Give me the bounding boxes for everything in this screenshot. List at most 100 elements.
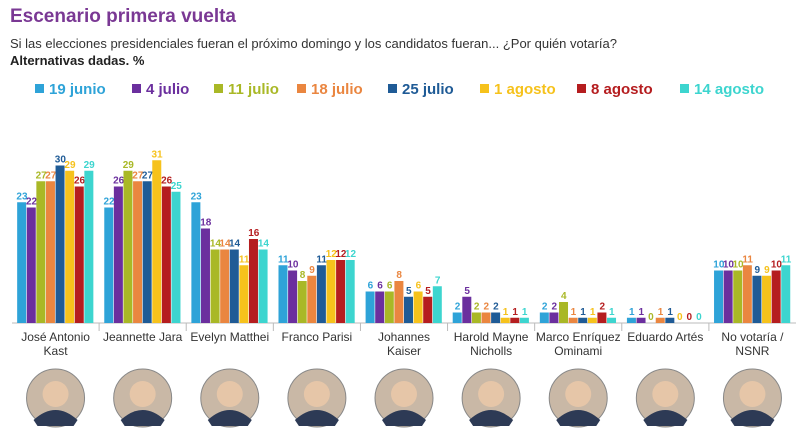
value-label: 2 <box>551 302 557 313</box>
value-label: 11 <box>239 254 250 265</box>
value-label: 8 <box>300 270 306 281</box>
bar <box>375 291 385 323</box>
value-label: 10 <box>771 260 783 271</box>
value-label: 29 <box>64 160 76 171</box>
legend-swatch <box>132 84 141 93</box>
bar <box>191 202 201 323</box>
bar <box>723 270 733 323</box>
value-label: 29 <box>84 160 96 171</box>
value-label: 22 <box>104 197 116 208</box>
bar <box>471 312 481 323</box>
x-tick-label: Evelyn Matthei <box>190 330 270 344</box>
legend-swatch <box>214 84 223 93</box>
bar <box>258 249 268 323</box>
value-label: 14 <box>210 239 222 250</box>
bar <box>762 275 772 323</box>
value-label: 26 <box>161 176 173 187</box>
photo-face <box>565 381 592 407</box>
value-label: 12 <box>335 249 347 260</box>
bar <box>607 317 617 323</box>
bar <box>55 165 65 323</box>
photo-body <box>469 410 514 426</box>
photo-face <box>652 381 679 407</box>
value-label: 1 <box>512 307 518 318</box>
photo-face <box>42 381 69 407</box>
bar <box>17 202 27 323</box>
value-label: 7 <box>435 275 441 286</box>
bar <box>655 317 665 323</box>
bar <box>307 275 317 323</box>
bar <box>288 270 298 323</box>
value-label: 12 <box>345 249 357 260</box>
bar <box>636 317 646 323</box>
photo-face <box>739 381 766 407</box>
value-label: 1 <box>609 307 615 318</box>
bar <box>714 270 724 323</box>
bar <box>336 260 346 323</box>
value-label: 1 <box>639 307 645 318</box>
value-label: 14 <box>258 239 270 250</box>
value-label: 1 <box>629 307 635 318</box>
x-tick-label: No votaría / NSNR <box>721 330 784 358</box>
bar <box>123 170 133 323</box>
value-label: 1 <box>590 307 596 318</box>
bar <box>113 186 123 323</box>
value-label: 1 <box>667 307 673 318</box>
legend-swatch <box>35 84 44 93</box>
legend-label: 4 julio <box>146 81 189 98</box>
value-label: 25 <box>171 181 183 192</box>
bar <box>229 249 239 323</box>
legend-swatch <box>680 84 689 93</box>
bar <box>26 207 36 323</box>
value-label: 11 <box>781 254 792 265</box>
photo-face <box>216 381 243 407</box>
x-tick-label: Harold Mayne Nicholls <box>453 330 529 358</box>
value-label: 10 <box>287 260 299 271</box>
value-label: 4 <box>561 291 567 302</box>
bar <box>587 317 597 323</box>
bar <box>781 265 791 323</box>
bar <box>510 317 520 323</box>
photo-body <box>294 410 339 426</box>
value-label: 10 <box>723 260 735 271</box>
photo-body <box>120 410 165 426</box>
bar <box>578 317 588 323</box>
bar <box>462 296 472 323</box>
bar <box>481 312 491 323</box>
x-tick-label: Eduardo Artés <box>627 330 704 344</box>
value-label: 6 <box>387 281 393 292</box>
photo-body <box>33 410 78 426</box>
value-label: 27 <box>36 170 48 181</box>
x-tick-label: Jeannette Jara <box>102 330 183 344</box>
bar <box>326 260 336 323</box>
legend-label: 1 agosto <box>494 81 556 98</box>
value-label: 6 <box>377 281 383 292</box>
title: Escenario primera vuelta <box>10 6 236 27</box>
value-label: 26 <box>113 176 125 187</box>
bar <box>568 317 578 323</box>
legend-swatch <box>577 84 586 93</box>
bar <box>171 191 181 323</box>
bar <box>394 281 404 323</box>
bar <box>220 249 230 323</box>
bar <box>45 181 55 323</box>
value-label: 0 <box>677 312 683 323</box>
bar <box>626 317 636 323</box>
bar <box>432 286 442 323</box>
bar <box>65 170 75 323</box>
photo-face <box>303 381 330 407</box>
bar <box>559 302 569 323</box>
value-label: 26 <box>74 176 86 187</box>
value-label: 1 <box>580 307 586 318</box>
note: Alternativas dadas. % <box>10 53 145 68</box>
legend-label: 8 agosto <box>591 81 653 98</box>
bar <box>549 312 559 323</box>
value-label: 9 <box>764 265 770 276</box>
bar <box>742 265 752 323</box>
bar <box>316 265 326 323</box>
bar <box>365 291 375 323</box>
photo-face <box>129 381 156 407</box>
bar <box>161 186 171 323</box>
value-label: 5 <box>425 286 431 297</box>
